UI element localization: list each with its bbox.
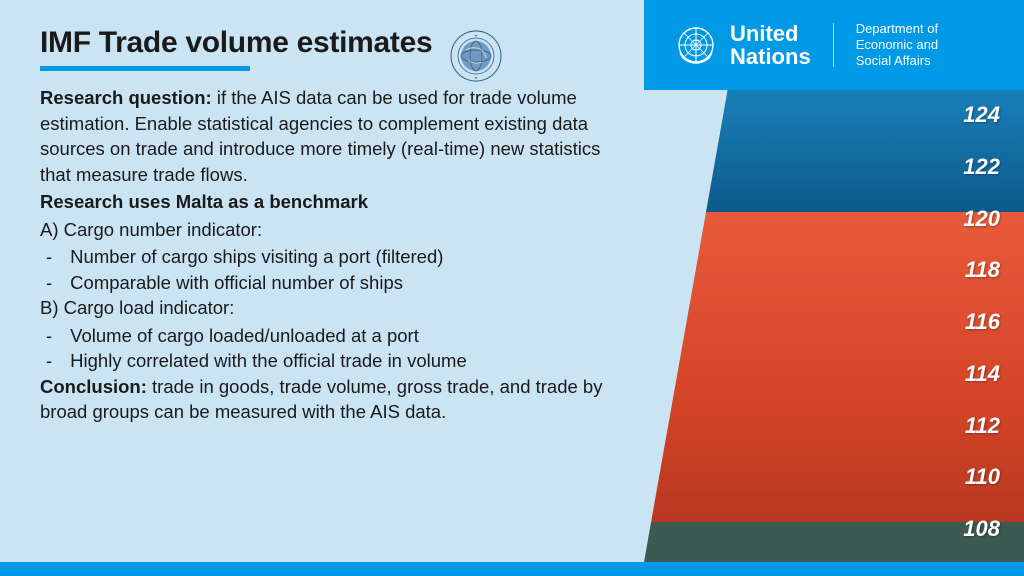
conclusion: Conclusion: trade in goods, trade volume…	[40, 374, 630, 425]
slide-content: IMF Trade volume estimates ★ ★ Research …	[40, 26, 630, 427]
page-title: IMF Trade volume estimates	[40, 26, 432, 60]
draft-mark: 108	[963, 516, 1000, 542]
body-text: Research question: if the AIS data can b…	[40, 85, 630, 425]
bullet-dash-icon: -	[46, 244, 52, 270]
un-emblem-icon	[674, 23, 718, 67]
draft-mark: 124	[963, 102, 1000, 128]
draft-mark: 116	[963, 309, 1000, 335]
svg-text:★: ★	[474, 76, 478, 80]
bullet-dash-icon: -	[46, 270, 52, 296]
svg-text:★: ★	[474, 33, 478, 37]
un-line1: United	[730, 22, 811, 45]
header-divider	[833, 23, 834, 67]
bullet-text: Comparable with official number of ships	[70, 270, 403, 296]
list-item: -Volume of cargo loaded/unloaded at a po…	[40, 323, 630, 349]
header-branding: United Nations Department of Economic an…	[644, 0, 1024, 90]
rq-label: Research question:	[40, 87, 212, 108]
draft-marks: 124 122 120 118 116 114 112 110 108	[963, 102, 1000, 542]
draft-mark: 120	[963, 206, 1000, 232]
draft-mark: 112	[963, 413, 1000, 439]
list-item: -Highly correlated with the official tra…	[40, 348, 630, 374]
draft-mark: 110	[963, 464, 1000, 490]
bullet-text: Number of cargo ships visiting a port (f…	[70, 244, 443, 270]
list-item: -Comparable with official number of ship…	[40, 270, 630, 296]
dept-line: Social Affairs	[856, 53, 938, 69]
bullet-text: Volume of cargo loaded/unloaded at a por…	[70, 323, 419, 349]
draft-mark: 118	[963, 257, 1000, 283]
benchmark-line: Research uses Malta as a benchmark	[40, 189, 630, 215]
bullet-dash-icon: -	[46, 348, 52, 374]
section-b-heading: B) Cargo load indicator:	[40, 295, 630, 321]
imf-seal-icon: ★ ★	[450, 30, 502, 82]
list-item: -Number of cargo ships visiting a port (…	[40, 244, 630, 270]
dept-line: Economic and	[856, 37, 938, 53]
bottom-accent-bar	[0, 562, 1024, 576]
draft-mark: 114	[963, 361, 1000, 387]
title-underline	[40, 66, 250, 71]
un-line2: Nations	[730, 45, 811, 68]
bullet-dash-icon: -	[46, 323, 52, 349]
un-name: United Nations	[730, 22, 811, 68]
draft-mark: 122	[963, 154, 1000, 180]
section-a-heading: A) Cargo number indicator:	[40, 217, 630, 243]
dept-line: Department of	[856, 21, 938, 37]
bullet-text: Highly correlated with the official trad…	[70, 348, 467, 374]
ship-hull-photo: 124 122 120 118 116 114 112 110 108	[644, 90, 1024, 562]
conclusion-label: Conclusion:	[40, 376, 147, 397]
department-name: Department of Economic and Social Affair…	[856, 21, 938, 70]
research-question: Research question: if the AIS data can b…	[40, 85, 630, 187]
